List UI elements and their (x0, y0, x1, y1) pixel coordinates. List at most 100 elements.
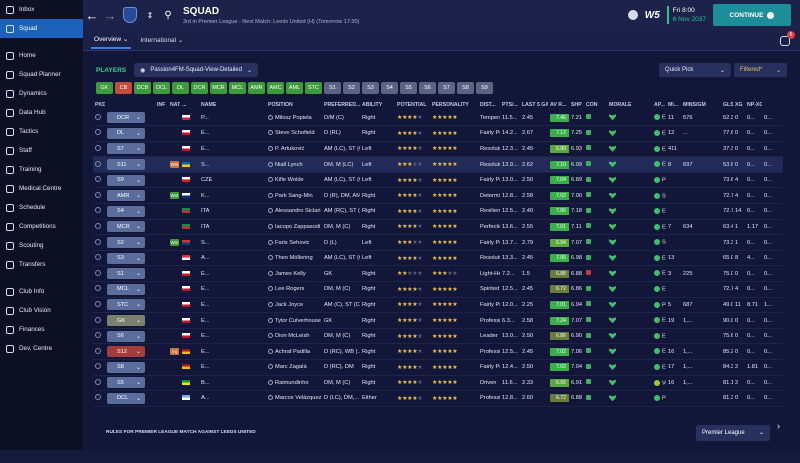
pick-checkbox[interactable] (95, 347, 101, 354)
column-header[interactable]: AV R... (550, 102, 567, 108)
column-header[interactable]: GLS (723, 102, 733, 108)
player-name[interactable]: Dion McLeish (275, 333, 310, 340)
column-header[interactable]: NP-XG (747, 102, 762, 108)
pick-checkbox[interactable] (95, 269, 101, 276)
position-select[interactable]: DCL (107, 392, 145, 404)
player-name[interactable]: Niall Lynch (275, 161, 303, 168)
position-select[interactable]: S5 (107, 377, 145, 389)
info-badge-icon[interactable]: Inj (170, 348, 179, 356)
quick-pick-dropdown[interactable]: Quick Pick ⌄ (659, 63, 731, 77)
player-name[interactable]: Milosz Popiela (275, 114, 312, 121)
position-button-amr[interactable]: AMR (248, 82, 265, 94)
next-page-icon[interactable]: › (777, 421, 780, 431)
pick-checkbox[interactable] (95, 144, 101, 151)
column-header[interactable]: MORALE (609, 102, 632, 108)
view-select[interactable]: ◉ Passion4FM-Squad-View-Detailed ⌄ (134, 63, 258, 77)
player-name-cell[interactable]: Raimundinho (266, 375, 322, 392)
player-name[interactable]: Park Sang-Min (275, 192, 313, 199)
filter-dropdown[interactable]: Filtered* ⌄ (734, 63, 787, 77)
position-button-s9[interactable]: S9 (476, 82, 493, 94)
column-header[interactable]: POSITION (268, 102, 293, 108)
player-name[interactable]: James Kelly (275, 270, 306, 277)
column-header[interactable]: PREFERRED... (324, 102, 360, 108)
position-select[interactable]: DL (107, 127, 145, 139)
search-icon[interactable]: ⚲ (164, 9, 172, 21)
player-name-cell[interactable]: Dion McLeish (266, 328, 322, 345)
pick-checkbox[interactable] (95, 300, 101, 307)
column-header[interactable]: AP... (654, 102, 665, 108)
player-name-cell[interactable]: James Kelly (266, 265, 322, 283)
player-name-cell[interactable]: Tylor Culverhouse (266, 312, 322, 329)
competition-dropdown[interactable]: Premier League ⌄ (696, 424, 770, 441)
info-badge-icon[interactable]: Wnt (170, 239, 179, 247)
player-name-cell[interactable]: P. Artuković (266, 141, 322, 158)
player-name[interactable]: Tylor Culverhouse (275, 317, 321, 324)
position-button-mcl[interactable]: MCL (229, 82, 246, 94)
pick-checkbox[interactable] (95, 129, 101, 136)
player-name[interactable]: Alessandro Siclari (275, 208, 321, 215)
sidebar-item-inbox[interactable]: Inbox (0, 0, 83, 19)
column-header[interactable]: INF (157, 102, 166, 108)
sidebar-item-scouting[interactable]: Scouting (0, 236, 83, 255)
position-button-cb[interactable]: CB (115, 82, 132, 94)
table-row[interactable]: S12 Inj E... Achraf Padilla D (RC), WB (...R… (93, 343, 783, 360)
table-row[interactable]: AMR Wnt K... Park Sang-Min D (R), DM, AM...R… (93, 187, 783, 205)
player-name-cell[interactable]: Alessandro Siclari (266, 203, 322, 220)
player-name-cell[interactable]: Milosz Popiela (266, 110, 322, 127)
position-button-aml[interactable]: AML (286, 82, 303, 94)
brand-logo[interactable]: W5 (644, 9, 660, 21)
column-header[interactable]: XG (735, 102, 743, 108)
player-name[interactable]: Iacopo Zappasodi (275, 223, 321, 230)
sidebar-item-data-hub[interactable]: Data Hub (0, 103, 83, 122)
column-header[interactable]: ABILITY (362, 102, 383, 108)
player-name[interactable]: Marc Zagalá (275, 364, 307, 371)
pick-checkbox[interactable] (95, 332, 101, 339)
position-select[interactable]: STC (107, 299, 145, 311)
club-crest-icon[interactable] (123, 7, 137, 23)
player-name-cell[interactable]: Achraf Padilla (266, 343, 322, 360)
column-header[interactable]: ... (182, 102, 187, 108)
player-name-cell[interactable]: Niall Lynch (266, 156, 322, 173)
position-button-mcr[interactable]: MCR (210, 82, 227, 94)
player-name-cell[interactable]: Marcos Velázquez (266, 390, 322, 407)
position-button-dl[interactable]: DL (172, 82, 189, 94)
sidebar-item-dynamics[interactable]: Dynamics (0, 84, 83, 103)
column-header[interactable]: MI... (668, 102, 679, 108)
position-select[interactable]: GK (107, 315, 145, 327)
sidebar-item-dev-centre[interactable]: Dev. Centre (0, 339, 83, 358)
column-header[interactable]: SHP (571, 102, 582, 108)
position-button-s8[interactable]: S8 (457, 82, 474, 94)
player-name-cell[interactable]: Steve Schofield (266, 125, 322, 142)
position-select[interactable]: S11 (107, 159, 145, 171)
position-button-s2[interactable]: S2 (343, 82, 360, 94)
pick-checkbox[interactable] (95, 207, 101, 214)
position-button-amc[interactable]: AMC (267, 82, 284, 94)
notification-icon[interactable]: 6 (780, 31, 795, 46)
football-icon[interactable] (627, 10, 638, 20)
sidebar-item-tactics[interactable]: Tactics (0, 122, 83, 141)
position-select[interactable]: S4 (107, 205, 145, 217)
table-row[interactable]: S1E...James KellyGKRight★★★★★★★★★★Light-… (93, 265, 783, 283)
sidebar-item-club-vision[interactable]: Club Vision (0, 301, 83, 320)
player-name-cell[interactable]: Iacopo Zappasodi (266, 219, 322, 236)
info-badge-icon[interactable]: Wnt (170, 192, 179, 200)
player-name[interactable]: Jack Joyce (275, 301, 304, 308)
continue-button[interactable]: CONTINUE (713, 4, 791, 26)
column-header[interactable]: NAT (170, 102, 180, 108)
pick-checkbox[interactable] (95, 363, 101, 370)
sidebar-item-staff[interactable]: Staff (0, 141, 83, 160)
sidebar-item-competitions[interactable]: Competitions (0, 217, 83, 236)
sidebar-item-club-info[interactable]: Club Info (0, 282, 83, 301)
column-header[interactable]: NAME (201, 102, 217, 108)
position-button-dcr[interactable]: DCR (191, 82, 208, 94)
pick-checkbox[interactable] (95, 378, 101, 385)
sidebar-item-squad-planner[interactable]: Squad Planner (0, 65, 83, 84)
